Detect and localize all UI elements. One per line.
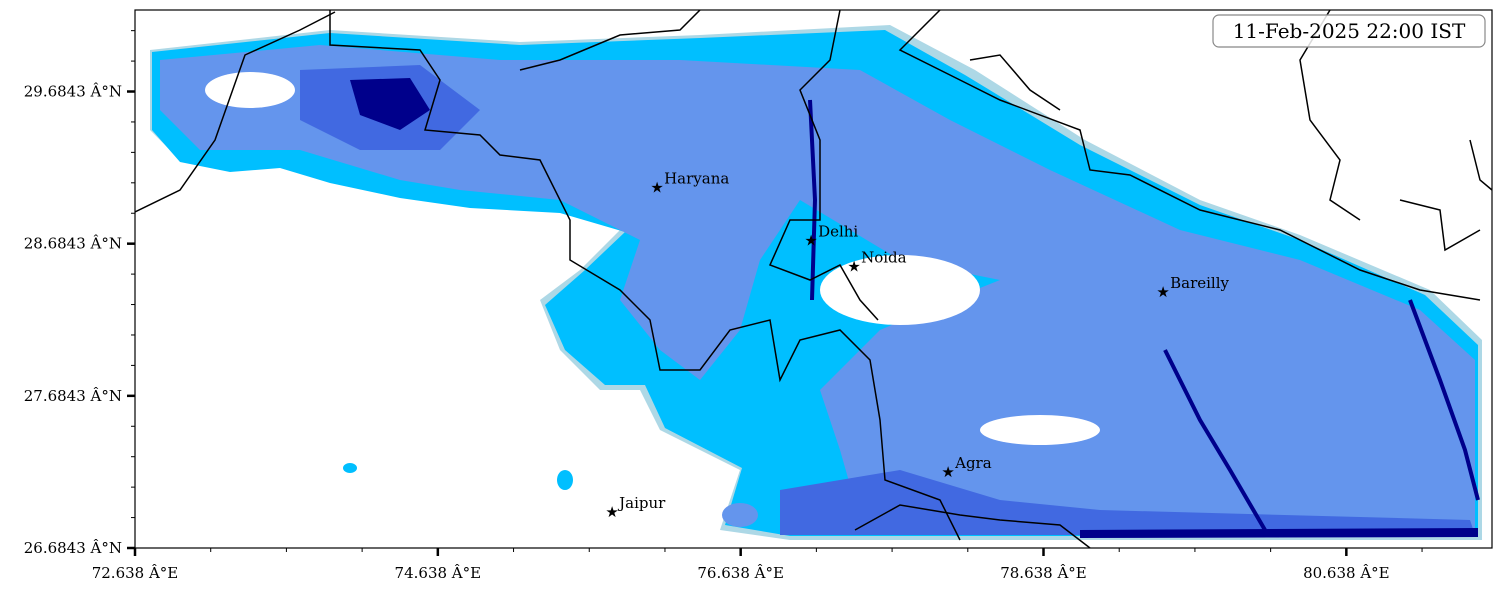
city-markers: ★ Haryana★ Delhi★ Noida★ Bareilly★ Agra★Jaipu… [605, 170, 1229, 521]
x-tick-label: 72.638 Â°E [92, 564, 179, 582]
timestamp-label: 11-Feb-2025 22:00 IST [1233, 19, 1466, 43]
city-star-icon: ★ [847, 258, 860, 276]
fog-darkblue-line [1408, 299, 1480, 501]
x-tick-label: 74.638 Â°E [395, 564, 482, 582]
city-label: Bareilly [1170, 274, 1229, 292]
axes: 72.638 Â°E 74.638 Â°E 76.638 Â°E 78.638 Â°E… [24, 30, 1423, 582]
y-tick-label: 27.6843 Â°N [24, 387, 122, 405]
city-star-icon: ★ [804, 232, 817, 250]
state-boundaries [135, 10, 1492, 548]
y-tick-label: 28.6843 Â°N [24, 235, 122, 253]
fog-royalblue-patch [780, 470, 1475, 535]
city-label: Agra [954, 454, 992, 472]
fog-darkblue-line [808, 99, 818, 301]
x-tick-label: 78.638 Â°E [1000, 564, 1087, 582]
y-tick-label: 29.6843 Â°N [24, 83, 122, 101]
x-tick-label: 80.638 Â°E [1303, 564, 1390, 582]
city-label: Jaipur [617, 494, 666, 512]
fog-darkblue-band [1080, 528, 1478, 538]
city-label: Delhi [818, 223, 858, 241]
x-tick-label: 76.638 Â°E [697, 564, 784, 582]
city-star-icon: ★ [650, 179, 663, 197]
fog-darkblue-line [1163, 349, 1267, 532]
city-star-icon: ★ [941, 463, 954, 481]
fog-skyblue-speck [343, 463, 357, 473]
fog-white-gap [205, 72, 295, 108]
fog-darkblue-patch [350, 78, 430, 130]
fog-cornflower-region [160, 45, 1475, 532]
fog-skyblue-speck [557, 470, 573, 490]
timestamp-box: 11-Feb-2025 22:00 IST [1212, 14, 1486, 48]
fog-layers [150, 25, 1482, 540]
city-label: Noida [861, 249, 907, 267]
city-star-icon: ★ [1156, 283, 1169, 301]
fog-skyblue-speck [722, 503, 758, 527]
fog-white-gap [980, 415, 1100, 445]
map-frame [134, 9, 1493, 549]
city-label: Haryana [664, 170, 729, 188]
fog-white-gap [820, 255, 980, 325]
city-star-icon: ★ [605, 503, 618, 521]
y-tick-label: 26.6843 Â°N [24, 539, 122, 557]
